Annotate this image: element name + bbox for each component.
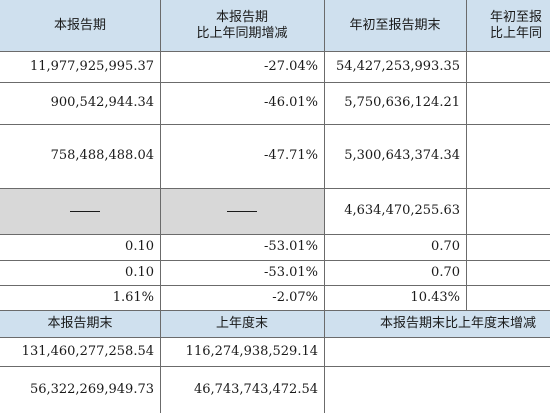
header-current-period-label: 本报告期 bbox=[53, 17, 106, 33]
row6-change: -2.07% bbox=[272, 289, 318, 305]
dash-mark bbox=[227, 210, 257, 212]
row0-ytd: 54,427,253,993.35 bbox=[335, 58, 460, 74]
row2-change: -47.71% bbox=[264, 148, 318, 163]
hline-1 bbox=[0, 51, 550, 52]
header2-prev-year-end-label: 上年度末 bbox=[215, 315, 268, 331]
vline-1 bbox=[160, 0, 161, 413]
row0-current: 11,977,925,995.37 bbox=[29, 58, 154, 74]
row1-ytd: 5,750,636,124.21 bbox=[344, 95, 460, 110]
row5-ytd: 0.70 bbox=[431, 264, 460, 280]
header2-prev-year-end: 上年度末 bbox=[160, 310, 324, 337]
row4-change: -53.01% bbox=[264, 239, 318, 254]
bottom-row0-prev: 116,274,938,529.14 bbox=[185, 343, 318, 359]
row5-current: 0.10 bbox=[125, 264, 154, 280]
hline-3 bbox=[0, 124, 550, 125]
header-ytd-change-line2: 比上年同 bbox=[490, 25, 543, 41]
row0-change: -27.04% bbox=[264, 58, 318, 74]
dash-mark bbox=[70, 210, 100, 212]
row5-change: -53.01% bbox=[264, 264, 318, 280]
row4-current: 0.10 bbox=[125, 239, 154, 254]
hline-5 bbox=[0, 234, 550, 235]
row3-current bbox=[0, 188, 160, 234]
hline-4 bbox=[0, 188, 550, 189]
vline-3 bbox=[466, 0, 467, 310]
vline-2 bbox=[324, 0, 325, 413]
row3-change bbox=[160, 188, 324, 234]
header-ytd-change: 年初至报 比上年同 bbox=[466, 0, 550, 51]
row1-change: -46.01% bbox=[264, 95, 318, 110]
header-ytd-change-line1: 年初至报 bbox=[490, 9, 543, 25]
bottom-row0-end: 131,460,277,258.54 bbox=[21, 343, 154, 359]
bottom-row1-end: 56,322,269,949.73 bbox=[29, 381, 154, 397]
row1-current: 900,542,944.34 bbox=[50, 95, 154, 110]
hline-6 bbox=[0, 260, 550, 261]
bottom-row1-prev: 46,743,743,472.54 bbox=[193, 381, 318, 397]
hline-8 bbox=[0, 310, 550, 311]
header-current-change-line2: 比上年同期增减 bbox=[196, 25, 288, 41]
header-current-change: 本报告期 比上年同期增减 bbox=[160, 0, 324, 51]
header-current-change-line1: 本报告期 bbox=[215, 9, 268, 25]
header-ytd-label: 年初至报告期末 bbox=[349, 17, 441, 33]
row3-ytd: 4,634,470,255.63 bbox=[344, 203, 460, 218]
header2-period-end: 本报告期末 bbox=[0, 310, 160, 337]
row2-ytd: 5,300,643,374.34 bbox=[344, 148, 460, 163]
hline-2 bbox=[0, 82, 550, 83]
header2-period-end-label: 本报告期末 bbox=[47, 315, 113, 331]
hline-7 bbox=[0, 285, 550, 286]
row2-current: 758,488,488.04 bbox=[50, 148, 154, 163]
hline-10 bbox=[0, 366, 550, 367]
header-current-period: 本报告期 bbox=[0, 0, 160, 51]
row6-current: 1.61% bbox=[112, 289, 154, 305]
hline-9 bbox=[0, 337, 550, 338]
header-ytd: 年初至报告期末 bbox=[324, 0, 466, 51]
row6-ytd: 10.43% bbox=[410, 289, 460, 305]
header2-change: 本报告期末比上年度末增减 bbox=[324, 310, 550, 337]
header2-change-label: 本报告期末比上年度末增减 bbox=[380, 315, 537, 331]
row4-ytd: 0.70 bbox=[431, 239, 460, 254]
